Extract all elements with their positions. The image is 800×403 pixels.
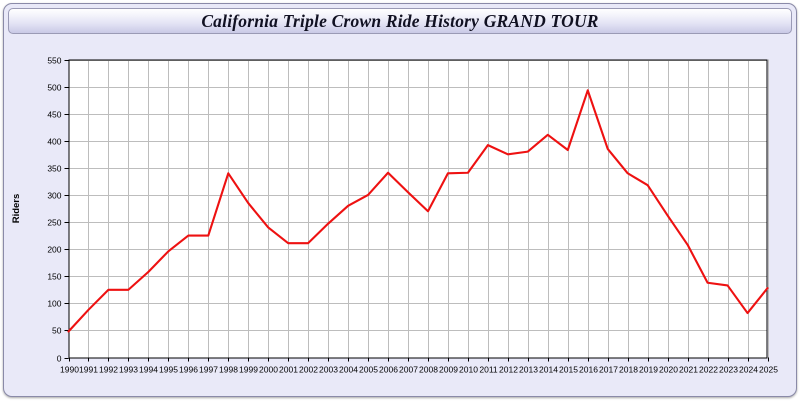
x-tick-label: 2014 [539, 365, 558, 375]
y-tick-label: 400 [47, 137, 61, 147]
y-tick-label: 100 [47, 299, 61, 309]
x-tick-label: 2008 [419, 365, 438, 375]
x-tick-label: 2016 [579, 365, 598, 375]
x-tick-label: 1997 [199, 365, 218, 375]
y-tick-label: 50 [52, 326, 62, 336]
y-tick-label: 550 [47, 56, 61, 66]
y-tick-label: 250 [47, 218, 61, 228]
x-tick-label: 2025 [759, 365, 778, 375]
plot-area-container: 0 50 100 150 200 250 300 350 400 450 500 550 1990 19… [4, 37, 796, 396]
x-axis-tick-labels: 1990 1991 1992 1993 1994 1995 1996 1997 1998 1999… [60, 365, 778, 375]
x-tick-label: 1991 [79, 365, 98, 375]
x-tick-label: 1995 [159, 365, 178, 375]
y-axis-ticks [64, 60, 69, 359]
x-tick-label: 2011 [479, 365, 498, 375]
x-tick-label: 2004 [339, 365, 358, 375]
x-tick-label: 2002 [299, 365, 318, 375]
y-tick-label: 200 [47, 245, 61, 255]
grid-lines-horizontal [68, 60, 768, 331]
y-tick-label: 350 [47, 164, 61, 174]
x-tick-label: 2022 [699, 365, 718, 375]
x-tick-label: 1992 [99, 365, 118, 375]
x-tick-label: 2018 [619, 365, 638, 375]
x-tick-label: 2017 [599, 365, 618, 375]
x-tick-label: 2003 [319, 365, 338, 375]
grid-lines-vertical [88, 59, 769, 358]
chart-title-bar: California Triple Crown Ride History GRA… [8, 8, 792, 34]
x-tick-label: 2009 [439, 365, 458, 375]
y-tick-label: 500 [47, 83, 61, 93]
x-tick-label: 1993 [119, 365, 138, 375]
chart-title: California Triple Crown Ride History GRA… [201, 10, 599, 31]
x-tick-label: 2001 [279, 365, 298, 375]
x-tick-label: 1990 [60, 365, 79, 375]
x-tick-label: 1999 [239, 365, 258, 375]
x-tick-label: 2007 [399, 365, 418, 375]
x-tick-label: 2024 [739, 365, 758, 375]
chart-window: California Triple Crown Ride History GRA… [3, 3, 797, 397]
y-tick-label: 450 [47, 110, 61, 120]
x-tick-label: 2019 [639, 365, 658, 375]
y-axis-tick-labels: 0 50 100 150 200 250 300 350 400 450 500 550 [47, 56, 61, 364]
y-tick-label: 300 [47, 191, 61, 201]
x-tick-label: 2020 [659, 365, 678, 375]
plot-background [68, 59, 768, 358]
riders-series-line [67, 89, 769, 333]
y-tick-label: 0 [57, 354, 62, 364]
x-tick-label: 2013 [519, 365, 538, 375]
x-tick-label: 2005 [359, 365, 378, 375]
x-tick-label: 2015 [559, 365, 578, 375]
y-tick-label: 150 [47, 272, 61, 282]
y-axis-title: Riders [11, 194, 22, 224]
x-tick-label: 2000 [259, 365, 278, 375]
x-tick-label: 2006 [379, 365, 398, 375]
x-tick-label: 1998 [219, 365, 238, 375]
x-tick-label: 2010 [459, 365, 478, 375]
x-tick-label: 2023 [719, 365, 738, 375]
x-tick-label: 1996 [179, 365, 198, 375]
x-tick-label: 1994 [139, 365, 158, 375]
x-tick-label: 2012 [499, 365, 518, 375]
x-tick-label: 2021 [679, 365, 698, 375]
